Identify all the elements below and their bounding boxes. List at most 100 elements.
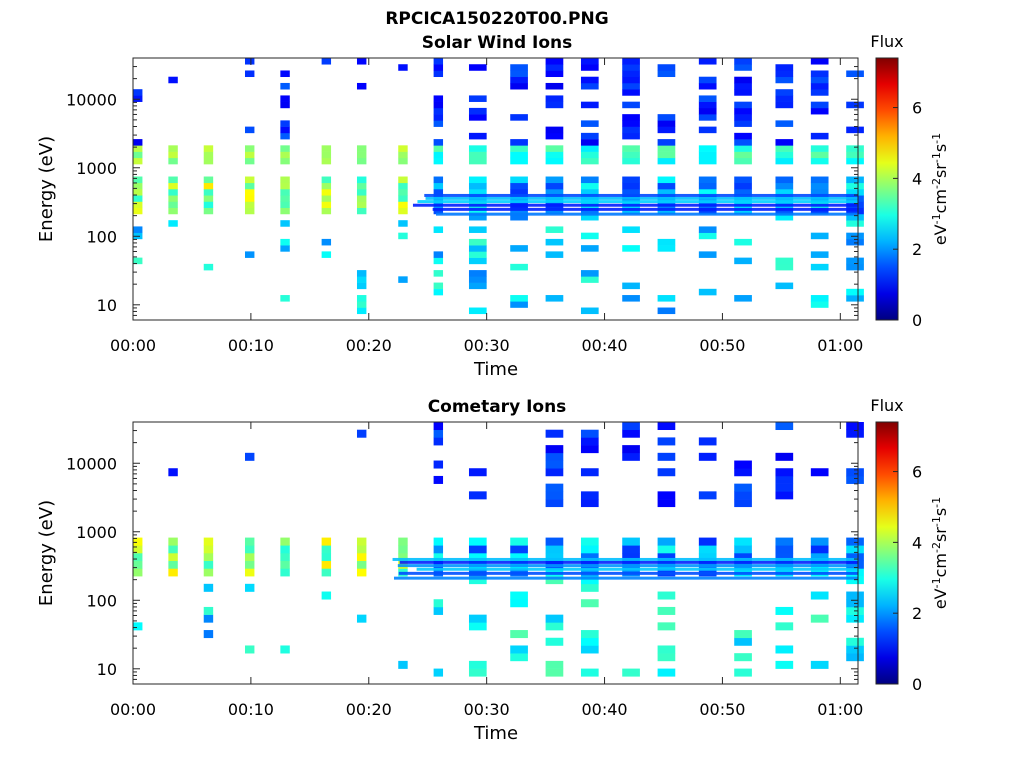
spectrogram-cell (580, 576, 599, 585)
spectrogram-cell (398, 157, 408, 165)
spectrogram-cell (810, 107, 829, 115)
spectrogram-cell (244, 645, 255, 654)
spectrogram-cell (203, 263, 214, 271)
spectrogram-cell (846, 213, 864, 221)
spectrogram-cell (468, 95, 487, 102)
spectrogram-cell (846, 257, 864, 265)
spectrogram-cell (622, 132, 640, 140)
spectrogram-cell (657, 70, 676, 78)
spectrogram-cell (433, 151, 444, 159)
spectrogram-cell (580, 120, 599, 127)
y-tick-label: 1000 (76, 159, 117, 178)
spectrogram-cell (545, 499, 564, 508)
spectrogram-cell (775, 89, 794, 96)
spectrogram-cell (622, 189, 640, 196)
spectrogram-cell (622, 452, 640, 461)
spectrogram-cell (321, 251, 332, 258)
spectrogram-cell (846, 591, 864, 600)
spectrogram-cell (280, 537, 290, 546)
spectrogram-cell (657, 537, 676, 546)
spectrogram-cell (775, 120, 794, 127)
x-tick-label: 00:00 (110, 700, 156, 719)
spectrogram-cell (580, 145, 599, 152)
spectrogram-cell (775, 622, 794, 631)
spectrogram-cell (510, 630, 528, 639)
spectrogram-cell (734, 545, 752, 554)
spectrogram-cell (510, 295, 528, 302)
spectrogram-cell (356, 270, 367, 277)
spectrogram-cell (133, 176, 143, 184)
spectrogram-cell (846, 207, 864, 215)
spectrogram-cell (734, 145, 752, 152)
spectrogram-cell (321, 58, 332, 65)
spectrogram-cell (846, 126, 864, 134)
spectrogram-cell (510, 213, 528, 221)
x-axis-label: Time (473, 723, 518, 744)
spectrogram-cell (468, 207, 487, 215)
x-tick-label: 00:50 (699, 700, 745, 719)
spectrogram-band (393, 576, 858, 580)
x-tick-label: 00:40 (581, 336, 627, 355)
spectrogram-cell (810, 207, 829, 215)
spectrogram-cell (244, 151, 255, 159)
spectrogram-cell (775, 606, 794, 615)
spectrogram-cell (510, 599, 528, 608)
spectrogram-cell (846, 637, 864, 646)
spectrogram-cell (545, 553, 564, 562)
spectrogram-cell (622, 207, 640, 215)
spectrogram-cell (168, 176, 178, 184)
spectrogram-cell (810, 182, 829, 190)
spectrogram-cell (580, 270, 599, 277)
spectrogram-cell (203, 145, 214, 152)
spectrogram-cell (168, 560, 178, 569)
spectrogram-cell (545, 295, 564, 302)
spectrogram-cell (433, 288, 444, 296)
spectrogram-cell (810, 145, 829, 152)
spectrogram-cell (810, 553, 829, 562)
y-axis-label: Energy (eV) (36, 136, 57, 242)
spectrogram-cell (510, 245, 528, 252)
spectrogram-cell (468, 307, 487, 315)
spectrogram-cell (810, 591, 829, 600)
spectrogram-cell (244, 452, 255, 461)
colorbar-unit-label: eV-1cm-2sr-1s-1 (930, 133, 950, 245)
spectrogram-cell (775, 483, 794, 492)
spectrogram-cell (356, 58, 367, 65)
spectrogram-cell (244, 145, 255, 152)
spectrogram-cell (846, 151, 864, 159)
colorbar-tick-label: 2 (912, 604, 922, 623)
spectrogram-cell (244, 157, 255, 165)
spectrogram-cell (468, 614, 487, 623)
spectrogram-cell (133, 207, 143, 215)
spectrogram-cell (734, 537, 752, 546)
spectrogram-cell (622, 422, 640, 431)
spectrogram-cell (356, 537, 367, 546)
spectrogram-cell (846, 145, 864, 152)
spectrogram-cell (398, 182, 408, 190)
spectrogram-cell (398, 660, 408, 669)
spectrogram-cell (398, 276, 408, 283)
spectrogram-cell (398, 220, 408, 227)
spectrogram-cell (698, 58, 717, 65)
spectrogram-cell (133, 182, 143, 190)
spectrogram-cell (846, 295, 864, 302)
spectrogram-cell (468, 213, 487, 221)
colorbar-tick-label: 6 (912, 99, 922, 118)
spectrogram-cell (545, 614, 564, 623)
spectrogram-cell (622, 157, 640, 165)
spectrogram-cell (398, 232, 408, 240)
spectrogram-cell (168, 195, 178, 202)
spectrogram-cell (133, 189, 143, 196)
spectrogram-cell (398, 64, 408, 71)
spectrogram-cell (545, 226, 564, 233)
spectrogram-cell (698, 437, 717, 446)
spectrogram-cell (356, 189, 367, 196)
spectrogram-cell (321, 568, 332, 577)
spectrogram-cell (433, 189, 444, 196)
x-tick-label: 00:10 (228, 700, 274, 719)
spectrogram-cell (810, 151, 829, 159)
spectrogram-cell (168, 468, 178, 477)
spectrogram-cell (775, 452, 794, 461)
x-axis-label: Time (473, 359, 518, 380)
spectrogram-cell (468, 276, 487, 283)
